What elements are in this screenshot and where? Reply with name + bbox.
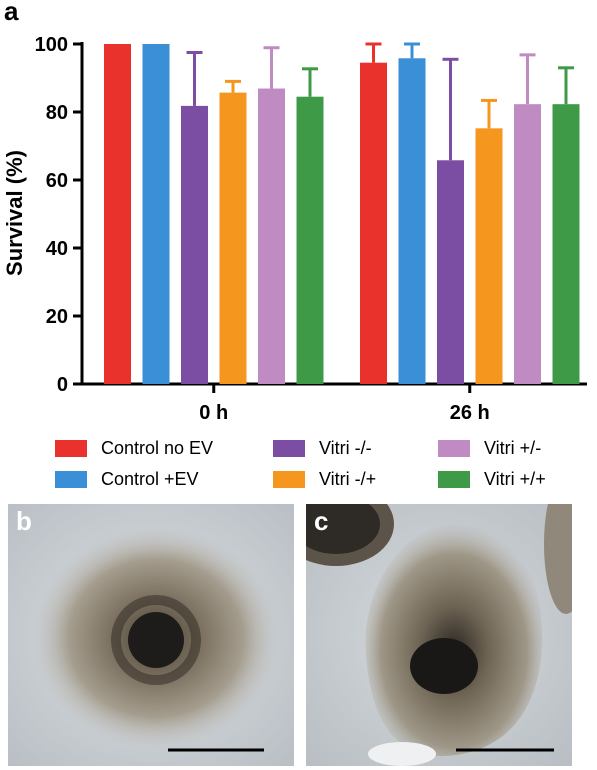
- bar: [514, 104, 541, 385]
- bar: [219, 92, 247, 385]
- y-tick-label: 80: [46, 102, 68, 124]
- bar: [552, 104, 580, 385]
- y-tick-label: 0: [57, 374, 68, 396]
- legend-label: Vitri +/+: [484, 469, 546, 489]
- legend-swatch: [273, 471, 305, 488]
- legend-item: Vitri +/+: [438, 469, 546, 490]
- bar: [398, 58, 426, 384]
- plot-area: 0 20 40 60 80 100 0 h 26 h: [35, 34, 587, 424]
- legend-item: Vitri +/-: [438, 438, 541, 459]
- micrograph-b: b: [8, 504, 294, 766]
- legend-item: Vitri -/-: [273, 438, 372, 459]
- legend-item: Control +EV: [55, 469, 199, 490]
- x-category-label: 26 h: [450, 402, 490, 424]
- bar: [360, 62, 387, 384]
- bar: [142, 44, 170, 384]
- legend-swatch: [55, 440, 87, 457]
- legend-label: Vitri +/-: [484, 438, 542, 458]
- y-tick-label: 100: [35, 34, 68, 56]
- y-tick-label: 40: [46, 238, 68, 260]
- legend-item: Control no EV: [55, 438, 213, 459]
- panel-a-label: a: [4, 0, 19, 26]
- legend-item: Vitri -/+: [273, 469, 376, 490]
- legend-label: Vitri -/-: [319, 438, 372, 458]
- micrograph-c: c: [306, 504, 572, 766]
- legend-swatch: [273, 440, 305, 457]
- y-axis-label: Survival (%): [2, 150, 27, 276]
- panel-b-label: b: [16, 506, 32, 536]
- chart-legend: Control no EV Control +EV Vitri -/- Vitri -…: [55, 438, 585, 498]
- legend-swatch: [438, 471, 470, 488]
- bar: [181, 105, 208, 384]
- legend-label: Control +EV: [101, 469, 199, 489]
- survival-bar-chart: 0 20 40 60 80 100 0 h 26 h Survival (%): [2, 34, 587, 424]
- x-category-label: 0 h: [199, 402, 228, 424]
- y-tick-label: 60: [46, 170, 68, 192]
- legend-label: Control no EV: [101, 438, 214, 458]
- bar: [296, 96, 324, 384]
- legend-swatch: [438, 440, 470, 457]
- panel-c-label: c: [314, 506, 329, 536]
- bar: [258, 88, 285, 384]
- y-tick-label: 20: [46, 306, 68, 328]
- bar: [475, 128, 503, 384]
- legend-swatch: [55, 471, 87, 488]
- bar: [437, 160, 464, 384]
- legend-label: Vitri -/+: [319, 469, 377, 489]
- bar: [104, 44, 131, 384]
